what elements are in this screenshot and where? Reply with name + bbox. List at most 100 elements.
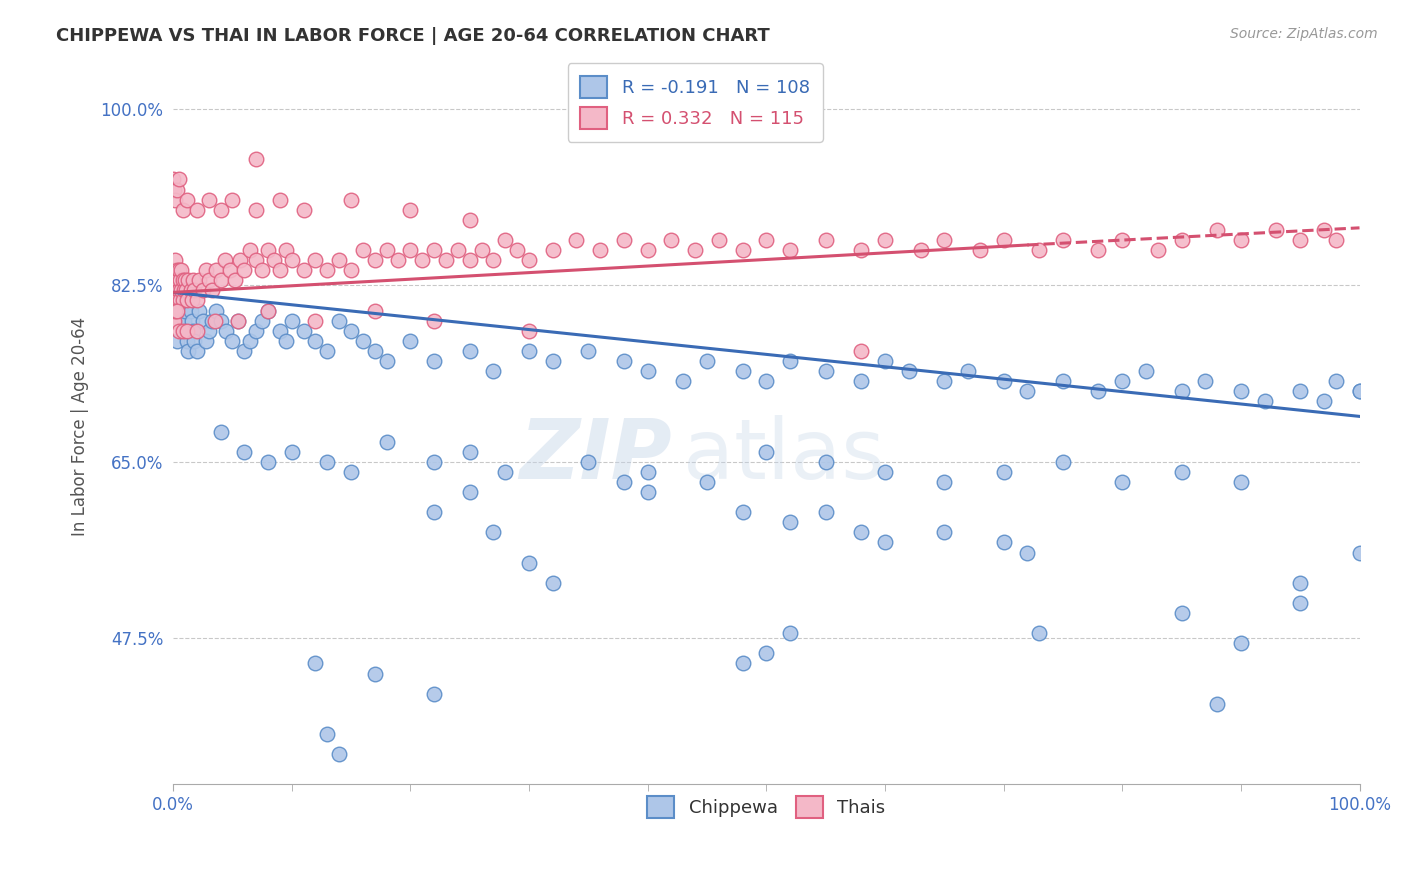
Point — [292, 202, 315, 217]
Point — [613, 233, 636, 247]
Point — [274, 243, 297, 257]
Point — [257, 243, 280, 257]
Point — [873, 354, 896, 368]
Point — [304, 657, 326, 671]
Point — [637, 243, 659, 257]
Point — [755, 444, 778, 458]
Point — [1230, 233, 1253, 247]
Point — [506, 243, 529, 257]
Point — [280, 253, 302, 268]
Point — [174, 324, 197, 338]
Point — [269, 193, 291, 207]
Point — [228, 313, 250, 327]
Point — [1230, 636, 1253, 650]
Point — [263, 253, 285, 268]
Point — [162, 172, 184, 186]
Point — [1170, 606, 1192, 620]
Point — [683, 243, 706, 257]
Point — [399, 334, 422, 348]
Point — [166, 303, 188, 318]
Point — [274, 334, 297, 348]
Point — [183, 284, 205, 298]
Point — [221, 193, 243, 207]
Point — [1230, 475, 1253, 489]
Point — [517, 253, 540, 268]
Text: Source: ZipAtlas.com: Source: ZipAtlas.com — [1230, 27, 1378, 41]
Point — [411, 253, 433, 268]
Point — [163, 293, 186, 308]
Point — [851, 343, 873, 358]
Legend: Chippewa, Thais: Chippewa, Thais — [640, 789, 893, 825]
Point — [613, 354, 636, 368]
Point — [1348, 545, 1371, 559]
Point — [731, 657, 754, 671]
Point — [280, 444, 302, 458]
Point — [1028, 243, 1050, 257]
Point — [1087, 243, 1109, 257]
Point — [176, 293, 198, 308]
Point — [186, 324, 208, 338]
Point — [779, 626, 801, 640]
Point — [661, 233, 683, 247]
Point — [399, 202, 422, 217]
Point — [731, 505, 754, 519]
Point — [482, 253, 505, 268]
Point — [1253, 394, 1275, 409]
Point — [250, 313, 273, 327]
Point — [165, 284, 187, 298]
Point — [447, 243, 470, 257]
Point — [177, 273, 200, 287]
Text: atlas: atlas — [683, 415, 884, 496]
Point — [174, 284, 197, 298]
Point — [176, 324, 198, 338]
Point — [169, 303, 191, 318]
Point — [956, 364, 979, 378]
Point — [375, 354, 398, 368]
Point — [1052, 233, 1074, 247]
Point — [1052, 455, 1074, 469]
Point — [814, 233, 837, 247]
Point — [576, 343, 599, 358]
Point — [897, 364, 920, 378]
Point — [482, 525, 505, 540]
Point — [228, 253, 250, 268]
Point — [1170, 233, 1192, 247]
Point — [340, 263, 363, 277]
Point — [458, 253, 481, 268]
Point — [197, 324, 219, 338]
Point — [172, 324, 194, 338]
Point — [814, 364, 837, 378]
Point — [340, 324, 363, 338]
Point — [292, 324, 315, 338]
Point — [162, 284, 184, 298]
Point — [163, 313, 186, 327]
Point — [851, 525, 873, 540]
Point — [176, 334, 198, 348]
Point — [423, 243, 446, 257]
Point — [167, 172, 190, 186]
Point — [162, 303, 184, 318]
Point — [173, 313, 195, 327]
Point — [162, 313, 184, 327]
Point — [172, 324, 194, 338]
Point — [197, 193, 219, 207]
Point — [166, 303, 188, 318]
Point — [541, 243, 564, 257]
Point — [434, 253, 457, 268]
Point — [993, 465, 1015, 479]
Point — [245, 202, 267, 217]
Point — [316, 343, 339, 358]
Point — [494, 233, 516, 247]
Point — [215, 324, 238, 338]
Point — [1135, 364, 1157, 378]
Point — [458, 444, 481, 458]
Point — [166, 334, 188, 348]
Point — [1111, 475, 1133, 489]
Point — [375, 243, 398, 257]
Point — [250, 263, 273, 277]
Point — [188, 273, 211, 287]
Point — [352, 243, 374, 257]
Point — [1111, 233, 1133, 247]
Point — [170, 284, 193, 298]
Point — [233, 263, 256, 277]
